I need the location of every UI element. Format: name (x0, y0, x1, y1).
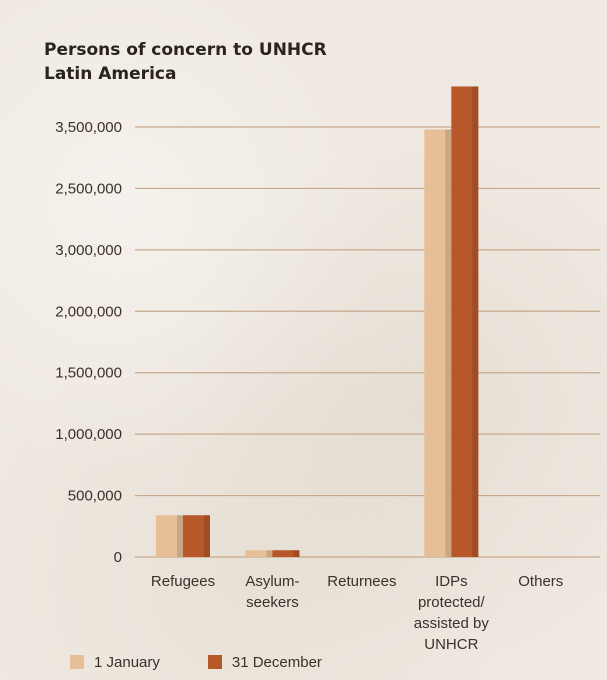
bar-chart: 0 500,000 1,000,000 1,500,000 2,000,000 3,000… (55, 86, 600, 650)
legend: 1 January 31 December (70, 652, 370, 672)
bar-1-january (245, 550, 273, 557)
y-tick-label: 500,000 (68, 488, 122, 505)
y-tick-label: 2,500,000 (55, 180, 122, 197)
chart-title-line-2: Latin America (44, 64, 177, 84)
chart-title-line-1: Persons of concern to UNHCR (44, 40, 327, 60)
gridlines (135, 126, 600, 558)
category-labels: Refugees Asylum-seekers Returnees IDPs prote… (151, 573, 563, 650)
bar-31-december (272, 550, 300, 557)
category-label: Others (518, 573, 563, 590)
bar-shade (266, 550, 273, 557)
category-label: IDPs protected/assisted by UNHCR (414, 573, 490, 650)
y-tick-label: 0 (114, 549, 122, 566)
legend-swatch-31-december (207, 655, 222, 669)
y-tick-label: 2,000,000 (55, 303, 122, 320)
bar-shade (293, 550, 300, 557)
bar-1-january (156, 515, 183, 557)
y-tick-label: 1,500,000 (55, 365, 122, 382)
bar-shade (204, 515, 210, 557)
legend-label-31-december: 31 December (231, 653, 322, 671)
y-tick-label: 3,500,000 (55, 119, 122, 136)
bar-shade (445, 129, 452, 557)
category-label: Returnees (327, 573, 396, 590)
legend-swatch-1-january (70, 655, 84, 669)
chart-title: Persons of concern to UNHCR Latin Americ… (44, 38, 327, 86)
category-label: Asylum-seekers (245, 573, 299, 611)
bar-31-december (451, 86, 479, 557)
bar-shade (472, 86, 479, 557)
legend-label-1-january: 1 January (94, 653, 160, 671)
y-axis-ticks: 0 500,000 1,000,000 1,500,000 2,000,000 3,000… (55, 119, 122, 566)
category-label: Refugees (151, 573, 215, 590)
legend-item-1-january: 1 January (70, 654, 160, 671)
legend-item-31-december: 31 December (207, 653, 322, 671)
bar-31-december (183, 515, 210, 557)
y-tick-label: 3,000,000 (55, 242, 122, 259)
bar-shade (177, 515, 183, 557)
bars (156, 86, 479, 557)
bar-1-january (424, 129, 452, 557)
y-tick-label: 1,000,000 (55, 426, 122, 443)
